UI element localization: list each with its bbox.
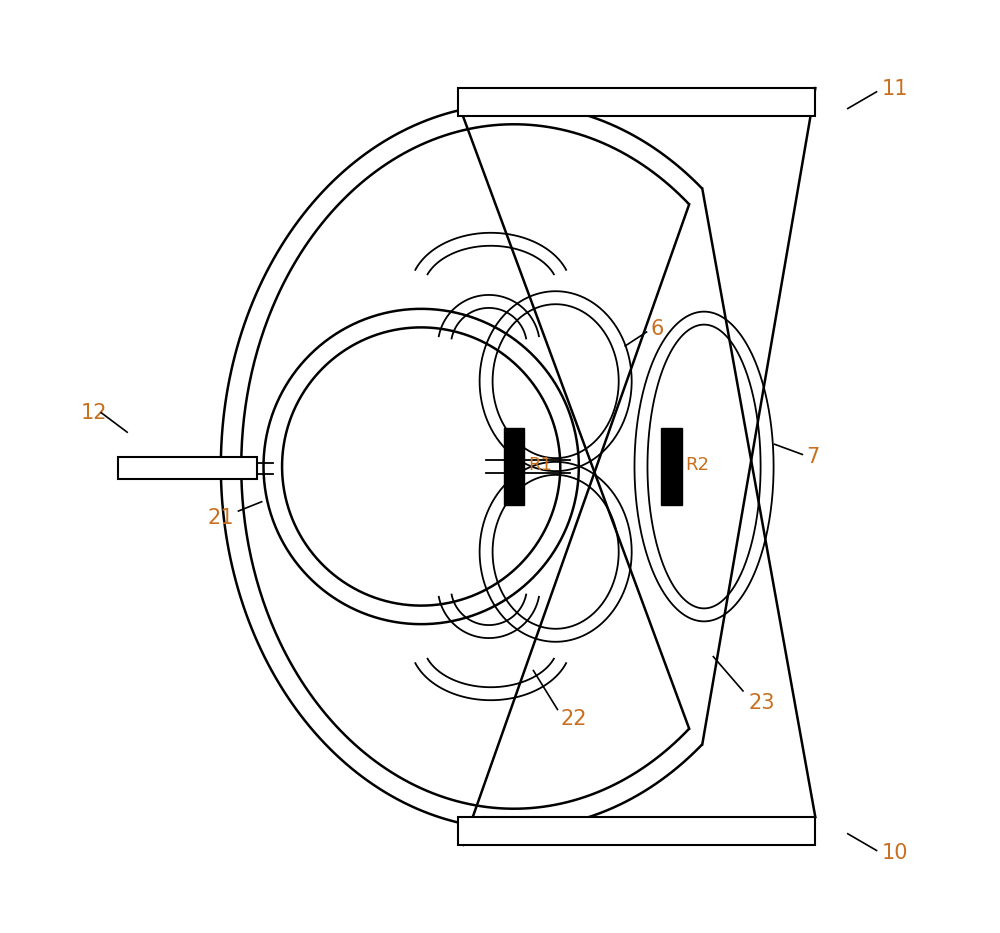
- Text: 11: 11: [882, 79, 909, 99]
- Polygon shape: [439, 295, 539, 340]
- Polygon shape: [480, 462, 632, 642]
- Polygon shape: [415, 233, 567, 275]
- Text: 7: 7: [806, 447, 819, 467]
- Bar: [458, 817, 815, 845]
- Text: 10: 10: [882, 843, 909, 863]
- Bar: [458, 88, 815, 116]
- Polygon shape: [480, 291, 632, 471]
- Bar: [118, 457, 257, 480]
- Text: 6: 6: [650, 319, 664, 340]
- Text: 21: 21: [208, 508, 234, 527]
- Polygon shape: [264, 309, 579, 624]
- Polygon shape: [634, 312, 774, 621]
- Text: R1: R1: [528, 455, 552, 474]
- Polygon shape: [221, 104, 702, 829]
- Text: 12: 12: [81, 403, 107, 423]
- Text: R2: R2: [685, 455, 709, 474]
- Bar: [504, 428, 524, 505]
- Bar: [661, 428, 682, 505]
- Polygon shape: [439, 593, 539, 638]
- Text: 23: 23: [749, 693, 775, 713]
- Polygon shape: [415, 658, 567, 700]
- Text: 22: 22: [560, 709, 587, 729]
